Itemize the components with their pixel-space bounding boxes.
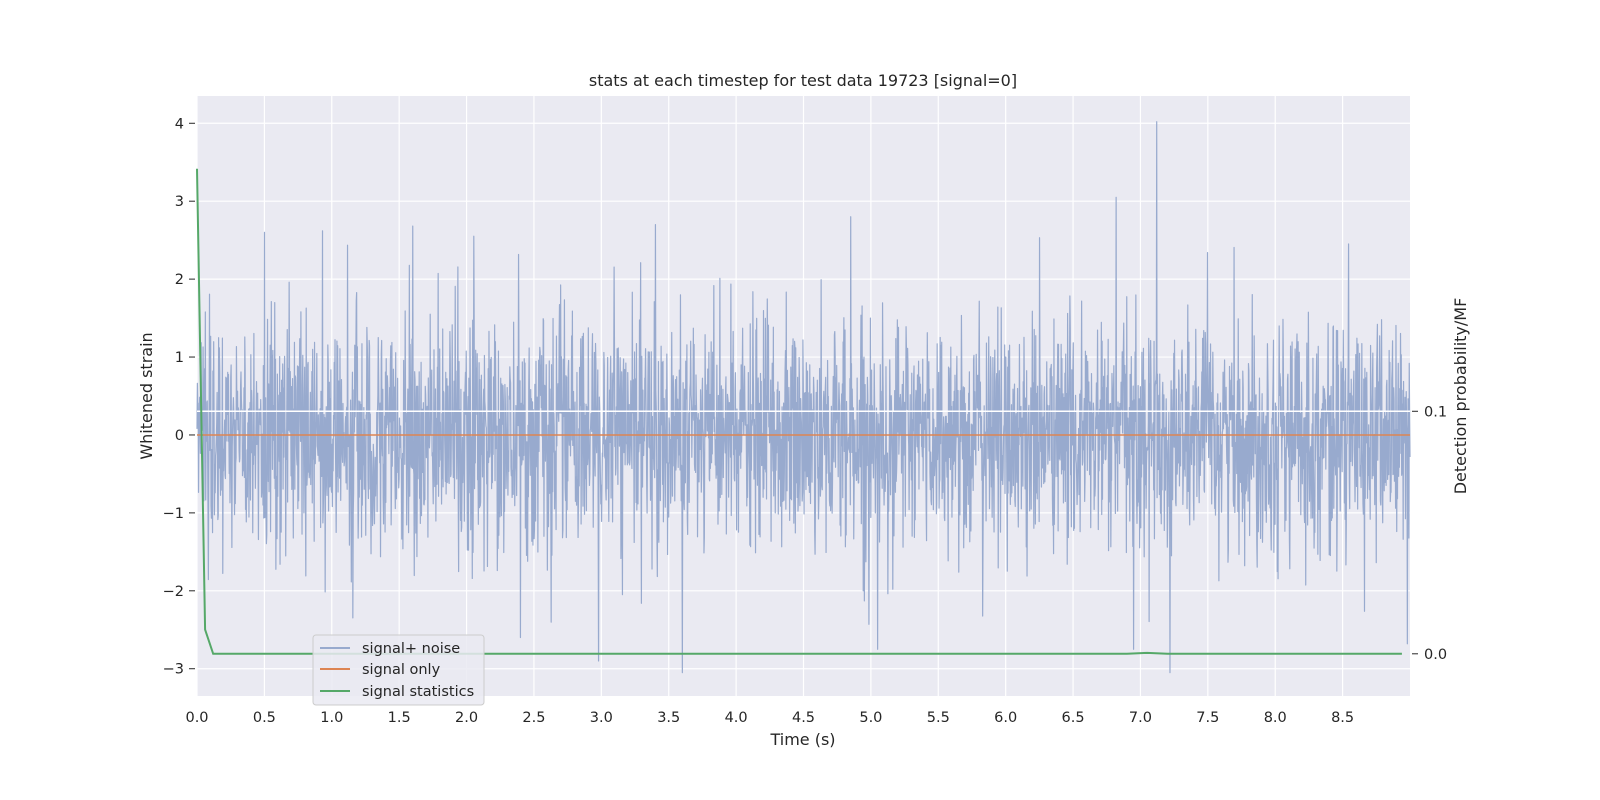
legend-label-signal-statistics: signal statistics [362, 684, 474, 700]
x-tick-label: 1.5 [388, 710, 411, 726]
x-tick-label: 7.5 [1196, 710, 1219, 726]
x-tick-label: 8.5 [1331, 710, 1354, 726]
x-tick-label: 5.0 [859, 710, 882, 726]
signal-noise-line [196, 121, 1411, 674]
y2-axis-label: Detection probability/MF [1451, 298, 1470, 495]
x-tick-label: 7.0 [1129, 710, 1152, 726]
x-tick-label: 3.5 [657, 710, 680, 726]
x-tick-label: 4.0 [725, 710, 748, 726]
x-tick-label: 6.0 [994, 710, 1017, 726]
x-tick-label: 5.5 [927, 710, 950, 726]
legend-label-signal-only: signal only [362, 662, 441, 678]
legend-label-signal-noise: signal+ noise [362, 641, 460, 657]
signal-statistics-line [196, 168, 1402, 655]
x-tick-label: 3.0 [590, 710, 613, 726]
x-tick-label: 4.5 [792, 710, 815, 726]
y-tick-label: −2 [163, 584, 184, 600]
series-signal-noise [196, 121, 1411, 674]
y2-tick-label: 0.0 [1424, 647, 1447, 663]
x-tick-label: 6.5 [1062, 710, 1085, 726]
series-lines [196, 168, 1410, 655]
axis-ticks: 0.0 0.5 1.0 1.5 2.0 2.5 3.0 3.5 4.0 4.5 5.0 5.5 6.0 6… [163, 116, 1447, 726]
legend: signal+ noise signal only signal statist… [312, 634, 485, 706]
legend-box [312, 634, 485, 706]
x-axis-label: Time (s) [769, 730, 835, 749]
y-tick-label: 0 [175, 428, 184, 444]
y-tick-label: 3 [175, 194, 184, 210]
x-tick-label: 1.0 [320, 710, 343, 726]
y-tick-label: −1 [163, 506, 184, 522]
x-tick-label: 0.0 [185, 710, 208, 726]
x-tick-label: 2.5 [522, 710, 545, 726]
y-tick-label: 1 [175, 350, 184, 366]
x-tick-label: 8.0 [1264, 710, 1287, 726]
y-axis-label: Whitened strain [137, 332, 156, 459]
x-tick-label: 0.5 [253, 710, 276, 726]
y-tick-label: 4 [175, 116, 184, 132]
x-tick-label: 2.0 [455, 710, 478, 726]
chart-title: stats at each timestep for test data 197… [589, 71, 1017, 90]
y-tick-label: 2 [175, 272, 184, 288]
y2-tick-label: 0.1 [1424, 404, 1447, 420]
y-tick-label: −3 [163, 662, 184, 678]
